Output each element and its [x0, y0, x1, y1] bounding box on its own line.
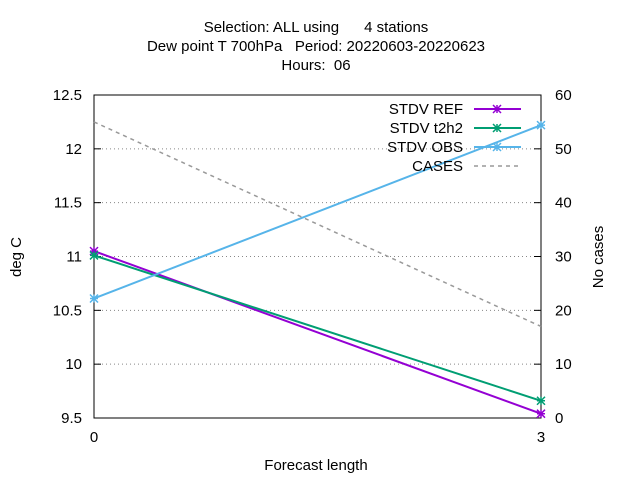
data-point [536, 396, 546, 406]
y-tick-label: 12.5 [53, 87, 82, 104]
chart-title-line-2: Dew point T 700hPa Period: 20220603-2022… [147, 38, 485, 55]
legend: STDV REF STDV t2h2 STDV OBS CASES [387, 101, 521, 175]
data-point [492, 142, 502, 152]
data-point [536, 409, 546, 419]
y2-tick-label: 10 [555, 356, 572, 373]
x-tick-label: 0 [90, 429, 98, 446]
y-tick-label: 12 [65, 141, 82, 158]
x-tick-label: 3 [537, 429, 545, 446]
data-point [89, 246, 99, 256]
series-3 [93, 121, 542, 328]
series-line [93, 124, 542, 300]
series-2 [89, 120, 546, 304]
series-1 [89, 250, 546, 406]
y2-axis-label: No cases [590, 226, 607, 289]
y-tick-label: 10 [65, 356, 82, 373]
series-line [93, 254, 542, 402]
x-axis-label: Forecast length [264, 457, 367, 474]
y2-tick-label: 30 [555, 249, 572, 266]
data-point [89, 293, 99, 304]
series-group [89, 120, 546, 419]
plot-frame [93, 94, 542, 419]
y2-tick-label: 50 [555, 141, 572, 158]
y2-tick-label: 40 [555, 195, 572, 212]
data-point [89, 250, 99, 260]
y-tick-label: 11.5 [54, 195, 82, 212]
chart-title-line-3: Hours: 06 [281, 57, 350, 74]
series-line [93, 250, 542, 415]
y2-tick-label: 0 [555, 410, 563, 427]
legend-label: STDV t2h2 [390, 120, 463, 137]
series-0 [89, 246, 546, 419]
y2-tick-label: 20 [555, 302, 572, 319]
y2-tick-label: 60 [555, 87, 572, 104]
series-line [93, 121, 542, 328]
y-axis-label: deg C [8, 237, 25, 277]
data-point [492, 104, 502, 114]
y-tick-label: 9.5 [61, 410, 82, 427]
legend-label: STDV OBS [387, 139, 463, 156]
grid [94, 148, 541, 365]
data-point [536, 120, 546, 130]
legend-label: STDV REF [389, 101, 463, 118]
data-point [492, 123, 502, 133]
y-tick-label: 10.5 [53, 302, 82, 319]
y-tick-label: 11 [66, 249, 82, 266]
legend-label: CASES [412, 158, 463, 175]
chart-title-line-1: Selection: ALL using 4 stations [204, 19, 429, 36]
